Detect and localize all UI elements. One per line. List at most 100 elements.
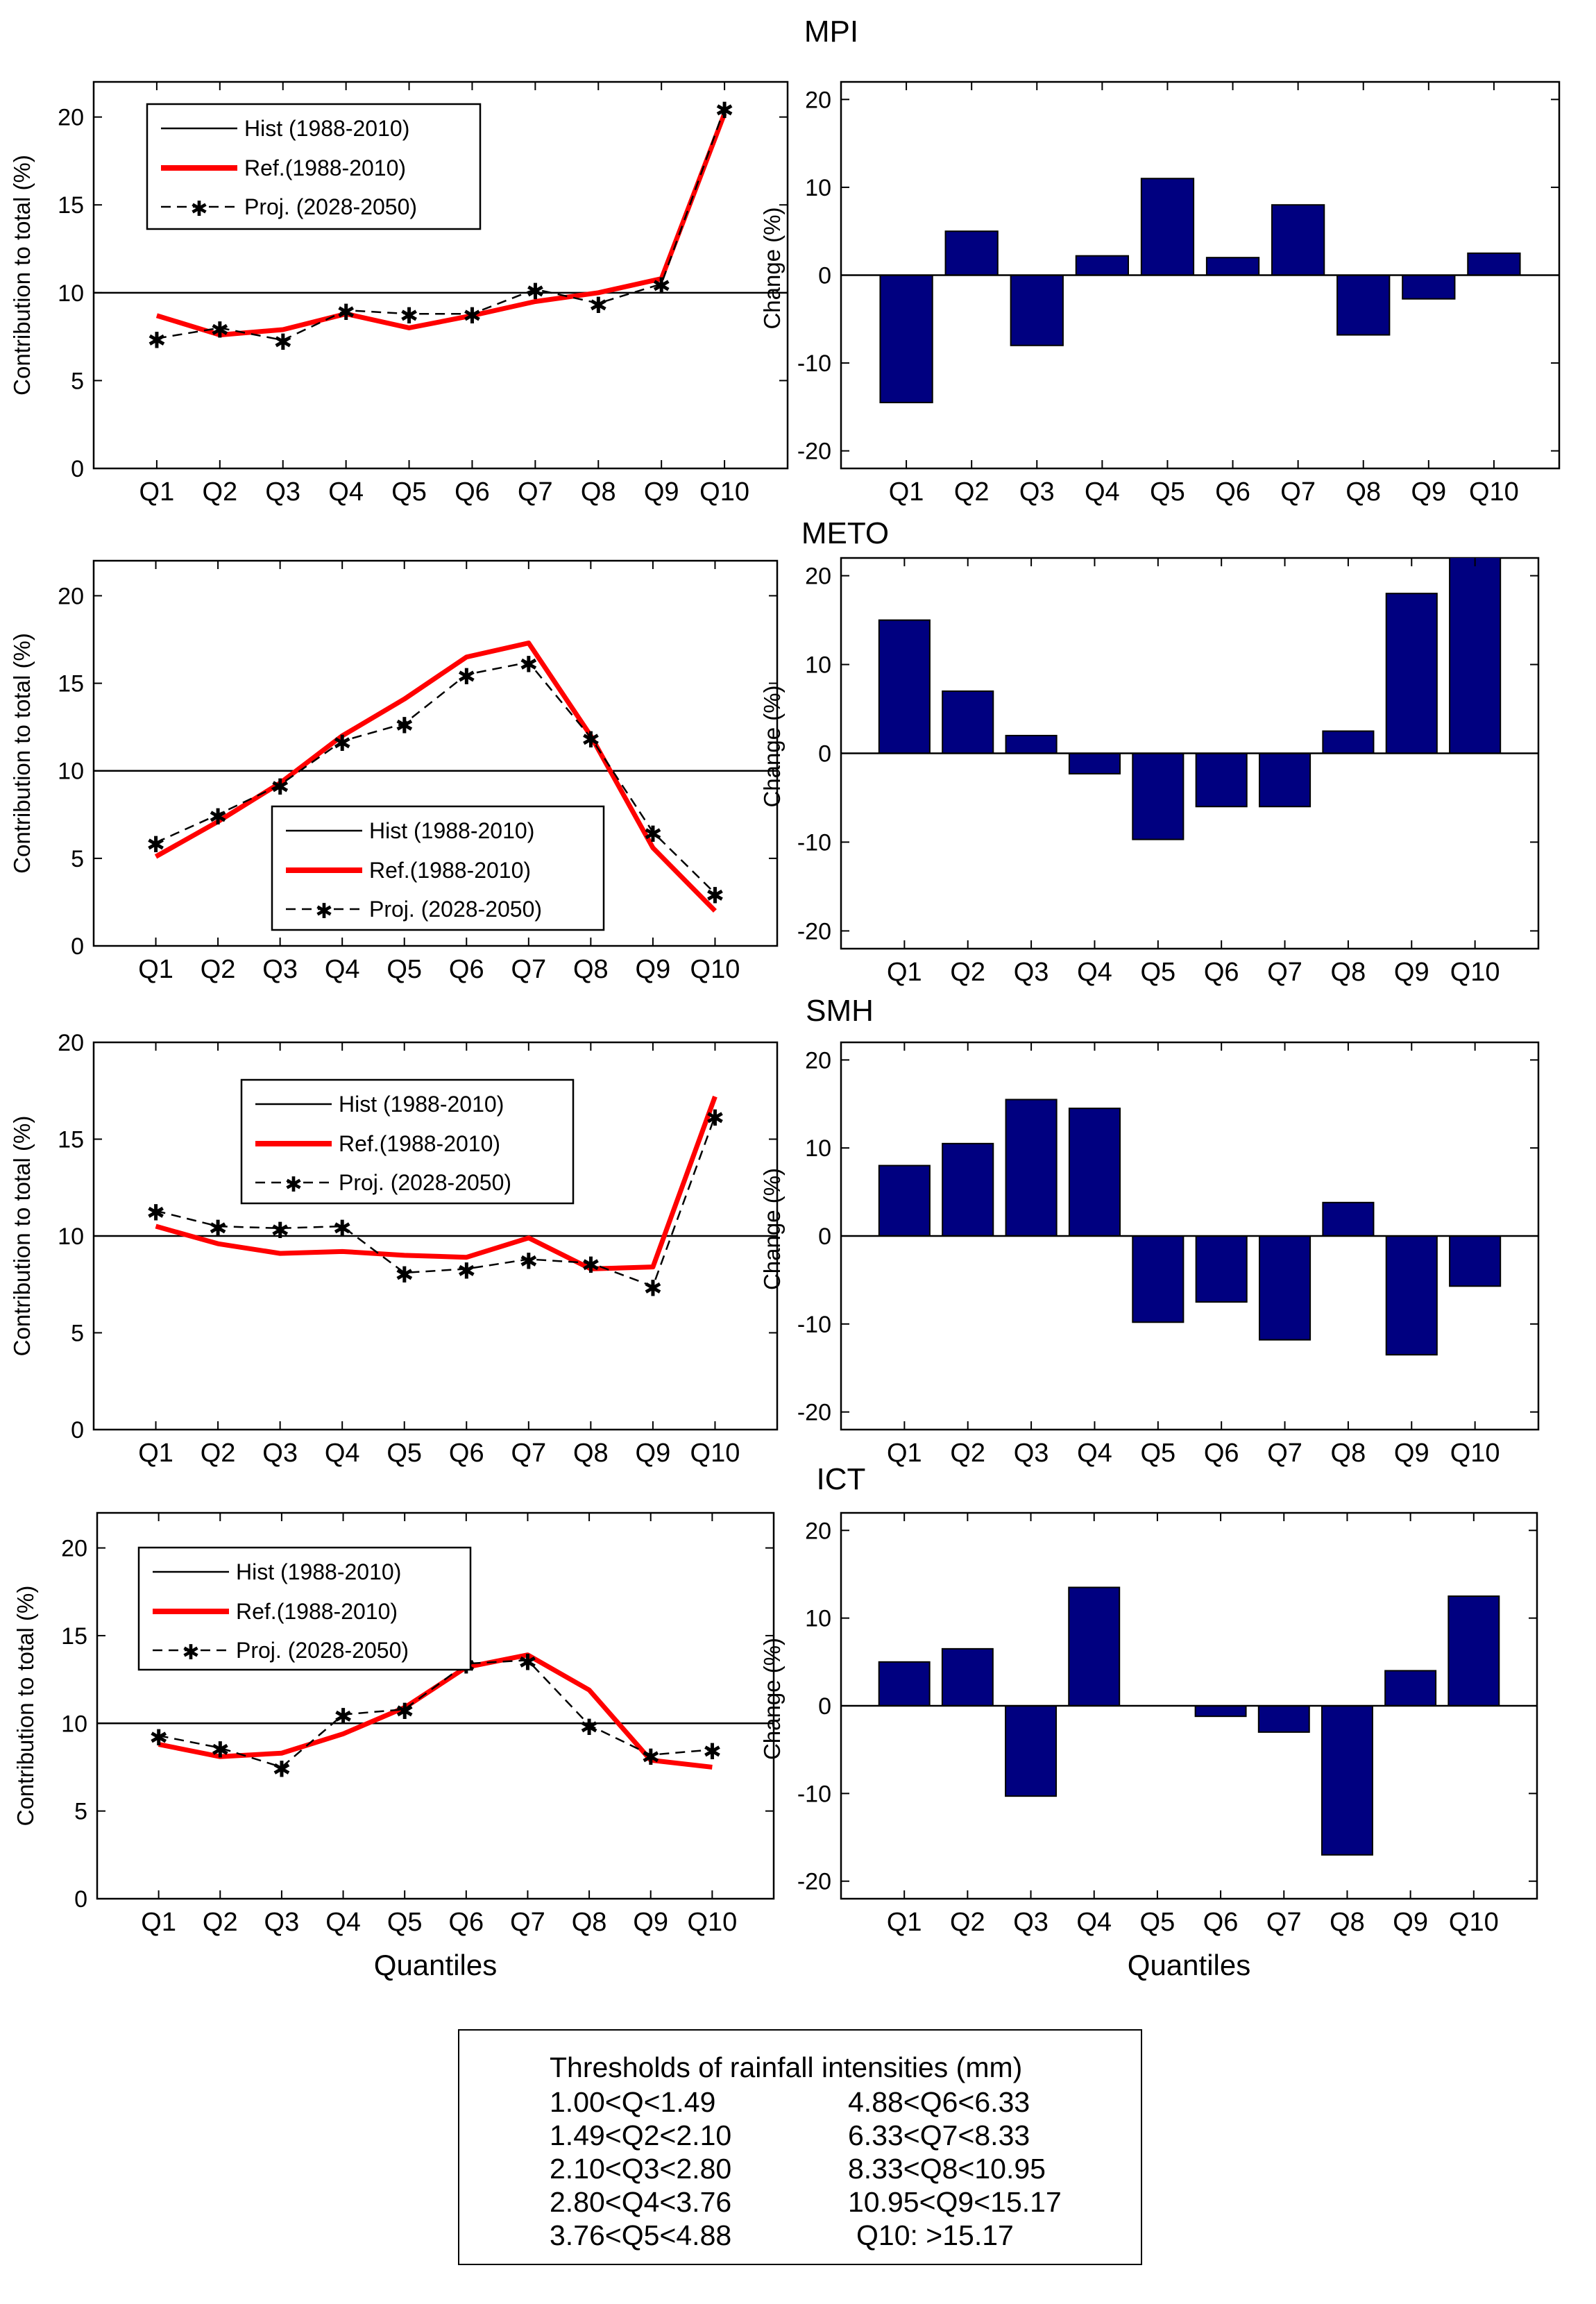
proj-point: ✱ xyxy=(519,1248,538,1273)
x-tick-label: Q7 xyxy=(518,477,553,507)
x-tick-label: Q8 xyxy=(573,955,609,984)
x-tick-label: Q8 xyxy=(572,1908,607,1937)
x-tick-label: Q3 xyxy=(1013,1908,1049,1937)
bar-q6 xyxy=(1194,1705,1247,1718)
x-tick-label: Q3 xyxy=(264,1908,300,1937)
bar-q2 xyxy=(942,690,994,754)
x-tick-label: Q6 xyxy=(448,1908,484,1937)
x-tick-label: Q8 xyxy=(1330,1908,1365,1937)
x-tick-label: Q10 xyxy=(1449,1908,1499,1937)
x-tick-label: Q8 xyxy=(1345,477,1381,507)
bar-q9 xyxy=(1385,593,1438,754)
x-tick-label: Q8 xyxy=(573,1439,609,1468)
smh-contribution-chart: 0 5 10 15 20 Q1 Q2 Q3 Q4 Q5 Q6 Q7 Q8 Q9 Q10 ✱ ✱ ✱ ✱ ✱ ✱ ✱ ✱ ✱ ✱ C… xyxy=(9,1030,779,1468)
x-tick-label: Q1 xyxy=(889,477,924,507)
x-tick-label: Q4 xyxy=(325,1908,361,1937)
y-tick-label: 20 xyxy=(805,1047,831,1074)
x-tick-label: Q7 xyxy=(1280,477,1316,507)
proj-point: ✱ xyxy=(333,731,352,756)
x-tick-label: Q6 xyxy=(455,477,490,507)
x-tick-label: Q10 xyxy=(690,1439,740,1468)
legend-hist-label: Hist (1988‐2010) xyxy=(369,818,534,843)
x-tick-label: Q2 xyxy=(202,477,237,507)
y-axis-label: Change (%) xyxy=(759,685,785,807)
x-tick-label: Q4 xyxy=(328,477,364,507)
y-axis-label: Contribution to total (%) xyxy=(9,1116,35,1357)
threshold-q2: 1.49<Q2<2.10 xyxy=(550,2119,732,2151)
proj-point: ✱ xyxy=(457,1258,476,1283)
proj-point: ✱ xyxy=(703,1739,722,1764)
x-tick-label: Q7 xyxy=(1267,1439,1302,1468)
x-tick-label: Q1 xyxy=(138,1439,173,1468)
thresholds-title: Thresholds of rainfall intensities (mm) xyxy=(550,2051,1023,2083)
proj-point: ✱ xyxy=(146,832,165,857)
y-tick-label: -10 xyxy=(797,350,831,377)
bar-q1 xyxy=(878,1164,931,1237)
bar-q6 xyxy=(1205,257,1260,276)
x-tick-label: Q10 xyxy=(1469,477,1519,507)
y-tick-label: 10 xyxy=(805,175,831,201)
threshold-q6: 4.88<Q6<6.33 xyxy=(848,2086,1030,2118)
x-tick-label: Q2 xyxy=(950,1908,985,1937)
bar-q1 xyxy=(878,619,931,754)
proj-point: ✱ xyxy=(706,883,724,908)
y-tick-label: 15 xyxy=(58,192,84,219)
x-tick-label: Q9 xyxy=(1394,1439,1429,1468)
y-tick-label: -20 xyxy=(797,918,831,945)
bar-q2 xyxy=(944,230,999,276)
x-tick-label: Q9 xyxy=(636,1439,671,1468)
legend-ref-label: Ref.(1988‐2010) xyxy=(339,1131,500,1156)
x-tick-label: Q9 xyxy=(1393,1908,1428,1937)
y-tick-label: 10 xyxy=(58,1223,84,1250)
bar-q10 xyxy=(1449,558,1502,754)
x-tick-label: Q5 xyxy=(387,1908,423,1937)
x-tick-label: Q9 xyxy=(644,477,679,507)
bar-q4 xyxy=(1068,1108,1121,1237)
proj-point: ✱ xyxy=(209,804,228,829)
x-tick-label: Q5 xyxy=(387,955,422,984)
x-tick-label: Q4 xyxy=(1077,958,1112,987)
y-tick-label: 20 xyxy=(58,105,84,131)
x-tick-label: Q1 xyxy=(887,1439,922,1468)
y-tick-label: 20 xyxy=(61,1536,87,1562)
y-axis-label: Contribution to total (%) xyxy=(9,633,35,874)
x-tick-label: Q1 xyxy=(887,1908,922,1937)
x-tick-label: Q9 xyxy=(633,1908,668,1937)
y-tick-label: -20 xyxy=(797,439,831,465)
ict-change-chart: -20 -10 0 10 20 Q1 Q2 Q3 Q4 Q5 Q6 Q7 Q8 Q9 Q10 Change (… xyxy=(759,1511,1538,1981)
proj-point: ✱ xyxy=(337,300,355,325)
x-tick-label: Q8 xyxy=(1331,958,1366,987)
proj-point: ✱ xyxy=(519,652,538,677)
x-tick-label: Q7 xyxy=(510,1908,545,1937)
y-tick-label: 5 xyxy=(71,846,84,872)
legend-proj-marker: ✱ xyxy=(285,1174,302,1196)
proj-point: ✱ xyxy=(395,1262,414,1287)
proj-point: ✱ xyxy=(333,1216,352,1241)
y-axis-label: Change (%) xyxy=(759,207,785,329)
x-tick-label: Q6 xyxy=(1203,1908,1239,1937)
y-tick-label: -20 xyxy=(797,1400,831,1426)
x-tick-label: Q10 xyxy=(690,955,740,984)
x-tick-label: Q3 xyxy=(1014,958,1049,987)
bar-q6 xyxy=(1195,1235,1248,1303)
x-tick-label: Q3 xyxy=(1019,477,1055,507)
y-tick-label: 0 xyxy=(74,1886,87,1913)
y-axis-label: Change (%) xyxy=(759,1638,785,1760)
x-tick-label: Q3 xyxy=(262,955,298,984)
x-tick-label: Q9 xyxy=(636,955,671,984)
threshold-q8: 8.33<Q8<10.95 xyxy=(848,2153,1046,2185)
ref-series-line xyxy=(154,641,717,913)
proj-point: ✱ xyxy=(271,1218,289,1243)
y-tick-label: 20 xyxy=(805,87,831,113)
bar-q10 xyxy=(1448,1595,1500,1706)
x-tick-label: Q10 xyxy=(1450,1439,1500,1468)
proj-point: ✱ xyxy=(149,1725,168,1750)
x-tick-label: Q2 xyxy=(954,477,990,507)
x-tick-label: Q4 xyxy=(1085,477,1120,507)
proj-point: ✱ xyxy=(395,713,414,738)
bar-q3 xyxy=(1005,1705,1058,1797)
y-tick-label: 0 xyxy=(818,1223,831,1250)
x-tick-label: Q5 xyxy=(391,477,427,507)
x-tick-label: Q7 xyxy=(511,1439,546,1468)
